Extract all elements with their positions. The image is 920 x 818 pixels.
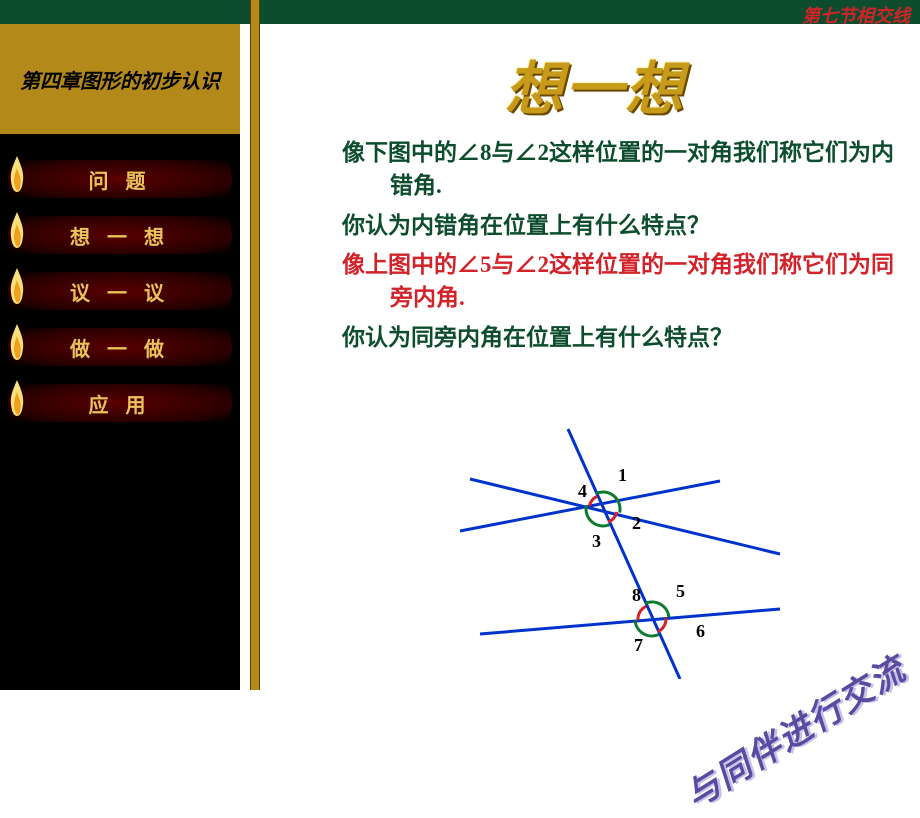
paragraph-1: 像下图中的∠8与∠2这样位置的一对角我们称它们为内错角. — [270, 136, 920, 209]
svg-text:3: 3 — [592, 531, 601, 551]
nav-item-discuss[interactable]: 议 一 议 — [8, 272, 232, 310]
svg-text:1: 1 — [618, 465, 627, 485]
paragraph-3: 像上图中的∠5与∠2这样位置的一对角我们称它们为同旁内角. — [270, 248, 920, 321]
sidebar-nav: 问 题 想 一 想 议 一 议 做 一 做 应 用 — [8, 160, 232, 440]
nav-label: 做 一 做 — [70, 333, 170, 362]
flame-icon — [4, 154, 30, 204]
chapter-title: 第四章图形的初步认识 — [20, 65, 220, 94]
top-strip — [0, 0, 920, 24]
chapter-title-box: 第四章图形的初步认识 — [0, 24, 240, 134]
flame-icon — [4, 266, 30, 316]
paragraph-2: 你认为内错角在位置上有什么特点？ — [270, 209, 920, 248]
nav-label: 议 一 议 — [70, 277, 170, 306]
flame-icon — [4, 322, 30, 372]
nav-item-do[interactable]: 做 一 做 — [8, 328, 232, 366]
svg-text:6: 6 — [696, 621, 705, 641]
nav-label: 应 用 — [89, 389, 152, 418]
svg-text:2: 2 — [632, 513, 641, 533]
flame-icon — [4, 378, 30, 428]
content-area: 想一想 像下图中的∠8与∠2这样位置的一对角我们称它们为内错角. 你认为内错角在… — [270, 24, 920, 690]
geometry-diagram: 1 2 3 4 56 7 8 — [420, 419, 820, 679]
nav-label: 问 题 — [89, 165, 152, 194]
paragraph-4: 你认为同旁内角在位置上有什么特点？ — [270, 321, 920, 360]
page-title: 想一想 — [270, 24, 920, 136]
flame-icon — [4, 210, 30, 260]
svg-text:8: 8 — [632, 585, 641, 605]
svg-text:5: 5 — [676, 581, 685, 601]
vertical-gold-bar — [250, 0, 260, 690]
nav-item-think[interactable]: 想 一 想 — [8, 216, 232, 254]
svg-text:7: 7 — [634, 635, 643, 655]
nav-label: 想 一 想 — [70, 221, 170, 250]
nav-item-question[interactable]: 问 题 — [8, 160, 232, 198]
nav-item-apply[interactable]: 应 用 — [8, 384, 232, 422]
svg-text:4: 4 — [578, 481, 587, 501]
